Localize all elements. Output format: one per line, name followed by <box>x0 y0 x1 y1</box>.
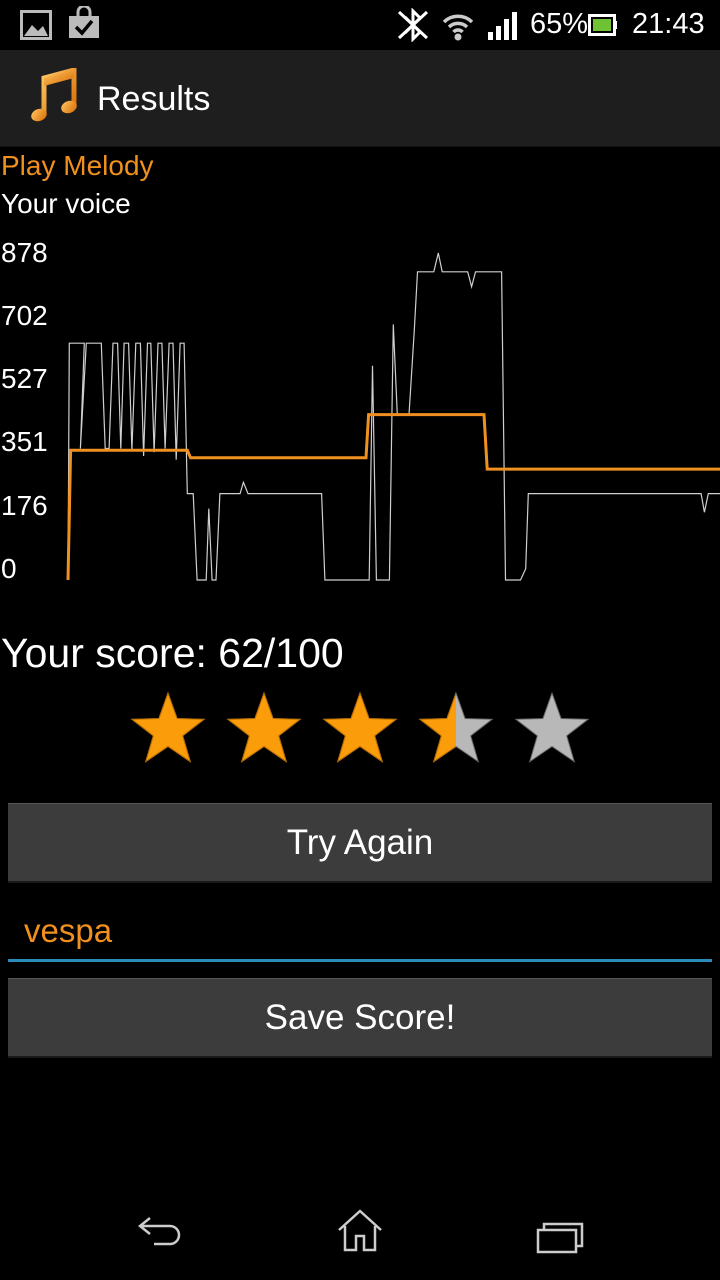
name-input[interactable]: vespa <box>8 900 712 962</box>
score-text: Your score: 62/100 <box>1 630 344 676</box>
star-rating <box>130 691 590 763</box>
y-tick-label: 351 <box>1 426 48 457</box>
battery-percent: 65% <box>530 8 589 40</box>
nav-bar <box>0 1180 720 1280</box>
y-tick-label: 0 <box>1 553 17 584</box>
rating-star-icon <box>130 691 206 763</box>
melody-series-line <box>66 413 720 581</box>
image-icon <box>20 10 52 40</box>
name-input-value[interactable]: vespa <box>24 912 113 949</box>
your-voice-label: Your voice <box>1 188 131 219</box>
wifi-icon <box>442 14 474 41</box>
shopping-bag-icon <box>69 6 99 38</box>
music-note-icon[interactable] <box>30 68 80 126</box>
status-bar: 65% 21:43 <box>0 0 720 50</box>
bluetooth-off-icon <box>397 8 429 42</box>
voice-series-line <box>67 252 720 581</box>
rating-star-icon <box>322 691 398 763</box>
y-tick-label: 878 <box>1 237 48 268</box>
clock: 21:43 <box>632 8 705 40</box>
home-icon[interactable] <box>336 1208 384 1254</box>
rating-star-icon <box>226 691 302 763</box>
try-again-button[interactable]: Try Again <box>8 803 712 883</box>
rating-star-icon <box>418 691 494 763</box>
signal-icon <box>488 12 517 40</box>
recent-apps-icon[interactable] <box>536 1220 584 1254</box>
pitch-chart <box>66 252 720 581</box>
page-title: Results <box>97 80 211 118</box>
y-tick-label: 702 <box>1 300 48 331</box>
action-bar: Results <box>0 50 720 147</box>
battery-icon <box>588 14 617 36</box>
save-score-button[interactable]: Save Score! <box>8 978 712 1058</box>
back-icon[interactable] <box>136 1210 186 1254</box>
y-tick-label: 527 <box>1 363 48 394</box>
y-tick-label: 176 <box>1 490 48 521</box>
play-melody-link[interactable]: Play Melody <box>1 150 154 181</box>
rating-star-icon <box>514 691 590 763</box>
